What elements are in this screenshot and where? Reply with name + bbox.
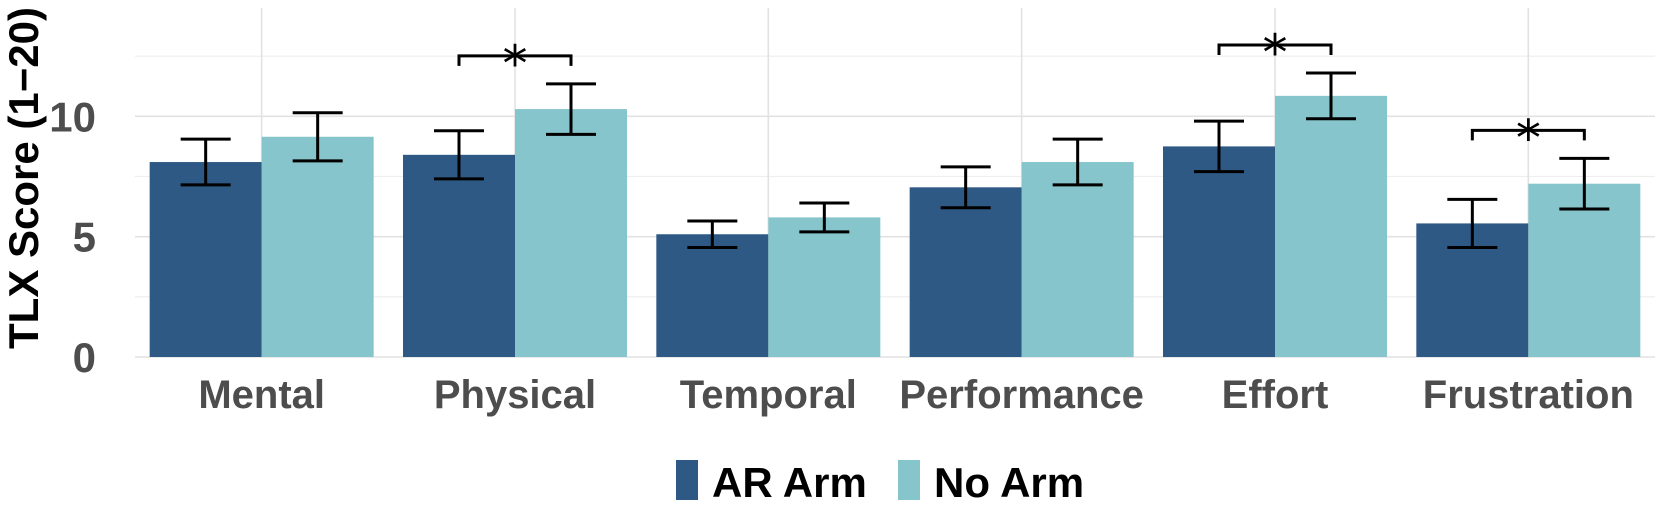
- significance-effort: *: [1217, 24, 1333, 82]
- bar-performance-no-arm: [1021, 162, 1134, 357]
- error-bar-performance-no-arm: [1052, 137, 1103, 187]
- axis-ticks: 0 5 10 Mental Physical Temporal Performance Eff…: [49, 93, 1634, 417]
- y-axis-label: TLX Score (1−20): [0, 7, 47, 349]
- error-bar-effort-no-arm: [1306, 71, 1356, 121]
- bar-physical-ar-arm: [403, 154, 515, 357]
- grid-lines: [135, 8, 1655, 358]
- y-tick-label: 0: [73, 334, 96, 381]
- significance-bracket: [457, 54, 573, 66]
- significance-brackets: * * *: [457, 24, 1586, 167]
- significance-star: *: [1516, 109, 1541, 167]
- x-tick-label-temporal: Temporal: [680, 373, 857, 417]
- significance-star: *: [1263, 24, 1288, 82]
- error-bar-performance-ar-arm: [940, 165, 991, 210]
- error-bar-physical-no-arm: [546, 82, 596, 136]
- significance-bracket: [1470, 128, 1586, 141]
- bar-effort-no-arm: [1275, 95, 1387, 358]
- error-bar-mental-ar-arm: [180, 137, 231, 187]
- significance-frustration: *: [1470, 109, 1586, 167]
- bar-frustration-no-arm: [1528, 183, 1641, 357]
- bar-temporal-no-arm: [768, 217, 881, 357]
- error-bar-mental-no-arm: [292, 111, 343, 163]
- legend-swatch-no-arm: [898, 460, 920, 500]
- legend-label-ar-arm: AR Arm: [712, 459, 867, 506]
- bars: [149, 95, 1641, 358]
- bar-effort-ar-arm: [1163, 146, 1275, 357]
- legend: AR Arm No Arm: [676, 459, 1084, 506]
- error-bar-effort-ar-arm: [1194, 119, 1244, 174]
- error-bar-physical-ar-arm: [434, 129, 484, 181]
- error-bar-frustration-no-arm: [1559, 156, 1610, 211]
- bar-performance-ar-arm: [909, 187, 1022, 357]
- x-tick-label-mental: Mental: [198, 373, 325, 417]
- bar-mental-no-arm: [261, 136, 374, 357]
- bar-temporal-ar-arm: [656, 234, 769, 357]
- error-bars: [180, 71, 1610, 249]
- significance-physical: *: [457, 35, 573, 93]
- error-bar-frustration-ar-arm: [1447, 197, 1498, 249]
- y-tick-label: 10: [49, 93, 96, 140]
- bar-mental-ar-arm: [149, 162, 262, 357]
- error-bar-temporal-ar-arm: [687, 219, 738, 249]
- x-tick-label-frustration: Frustration: [1423, 373, 1634, 417]
- y-tick-label: 5: [73, 214, 96, 261]
- bar-physical-no-arm: [515, 109, 627, 357]
- significance-star: *: [503, 35, 528, 93]
- x-tick-label-performance: Performance: [899, 373, 1144, 417]
- significance-bracket: [1217, 43, 1333, 55]
- error-bar-temporal-no-arm: [799, 201, 850, 234]
- x-tick-label-effort: Effort: [1222, 373, 1329, 417]
- legend-swatch-ar-arm: [676, 460, 698, 500]
- x-tick-label-physical: Physical: [434, 373, 596, 417]
- legend-label-no-arm: No Arm: [934, 459, 1084, 506]
